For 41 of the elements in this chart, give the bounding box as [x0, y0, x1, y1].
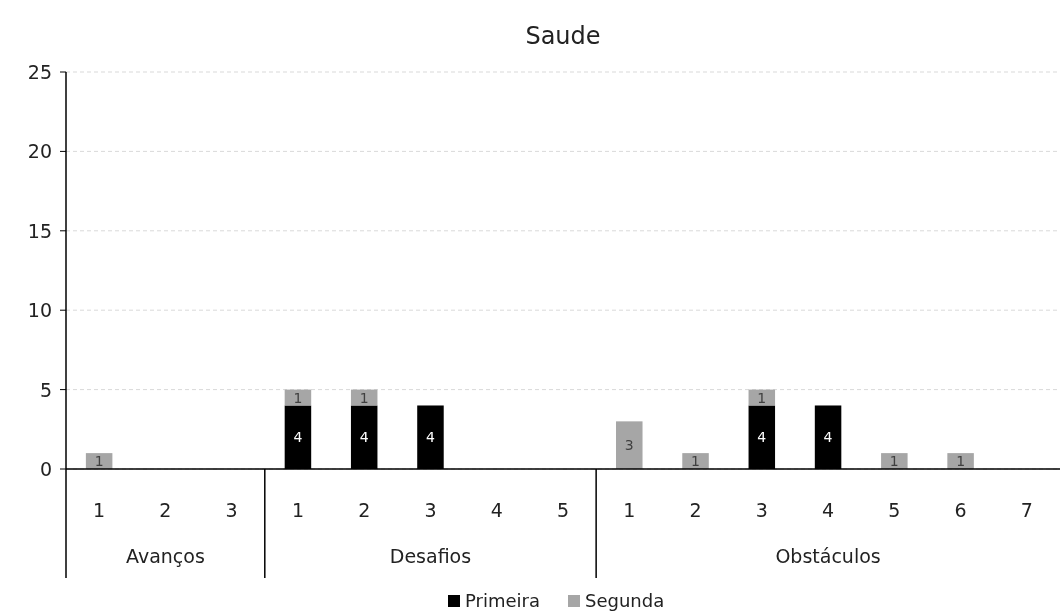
chart-title: Saude	[525, 22, 601, 50]
x-tick-label: 3	[755, 499, 768, 521]
x-tick-label: 1	[623, 499, 636, 521]
text: Desafios	[389, 545, 472, 567]
data-label: 4	[757, 429, 767, 446]
x-tick-label: 2	[358, 499, 371, 521]
x-tick-label: 4	[822, 499, 835, 521]
data-label: 1	[94, 453, 104, 470]
data-label: 1	[956, 453, 966, 470]
y-tick-label: 20	[27, 140, 52, 163]
data-label: 1	[757, 389, 767, 406]
x-tick-label: 2	[689, 499, 702, 521]
legend-label: Primeira	[465, 590, 540, 611]
text: Avanços	[126, 545, 205, 567]
y-tick-label: 10	[27, 299, 52, 322]
x-tick-label: 1	[93, 499, 106, 521]
x-tick-label: 5	[556, 499, 570, 521]
data-label: 4	[293, 429, 303, 446]
data-label: 1	[889, 453, 899, 470]
data-label: 1	[359, 389, 369, 406]
data-label: 3	[624, 437, 634, 454]
bar	[616, 421, 643, 469]
x-tick-label: 5	[888, 499, 901, 521]
y-tick-label: 0	[39, 458, 52, 480]
data-label: 4	[823, 429, 833, 446]
data-label: 1	[691, 453, 700, 470]
data-label: 4	[426, 429, 436, 446]
x-tick-label: 3	[225, 499, 238, 521]
data-label: 1	[293, 389, 303, 406]
text: Obstáculos	[775, 545, 881, 567]
x-tick-label: 7	[1020, 499, 1033, 521]
data-label: 4	[359, 429, 369, 446]
x-tick-label: 4	[490, 499, 503, 521]
x-tick-label: 2	[159, 499, 172, 521]
y-tick-label: 15	[27, 219, 52, 242]
x-tick-label: 1	[291, 499, 304, 521]
legend-label: Segunda	[585, 590, 665, 611]
x-tick-label: 3	[424, 499, 437, 521]
x-tick-label: 6	[954, 499, 967, 521]
y-tick-label: 5	[39, 378, 52, 401]
y-tick-label: 25	[27, 61, 52, 83]
